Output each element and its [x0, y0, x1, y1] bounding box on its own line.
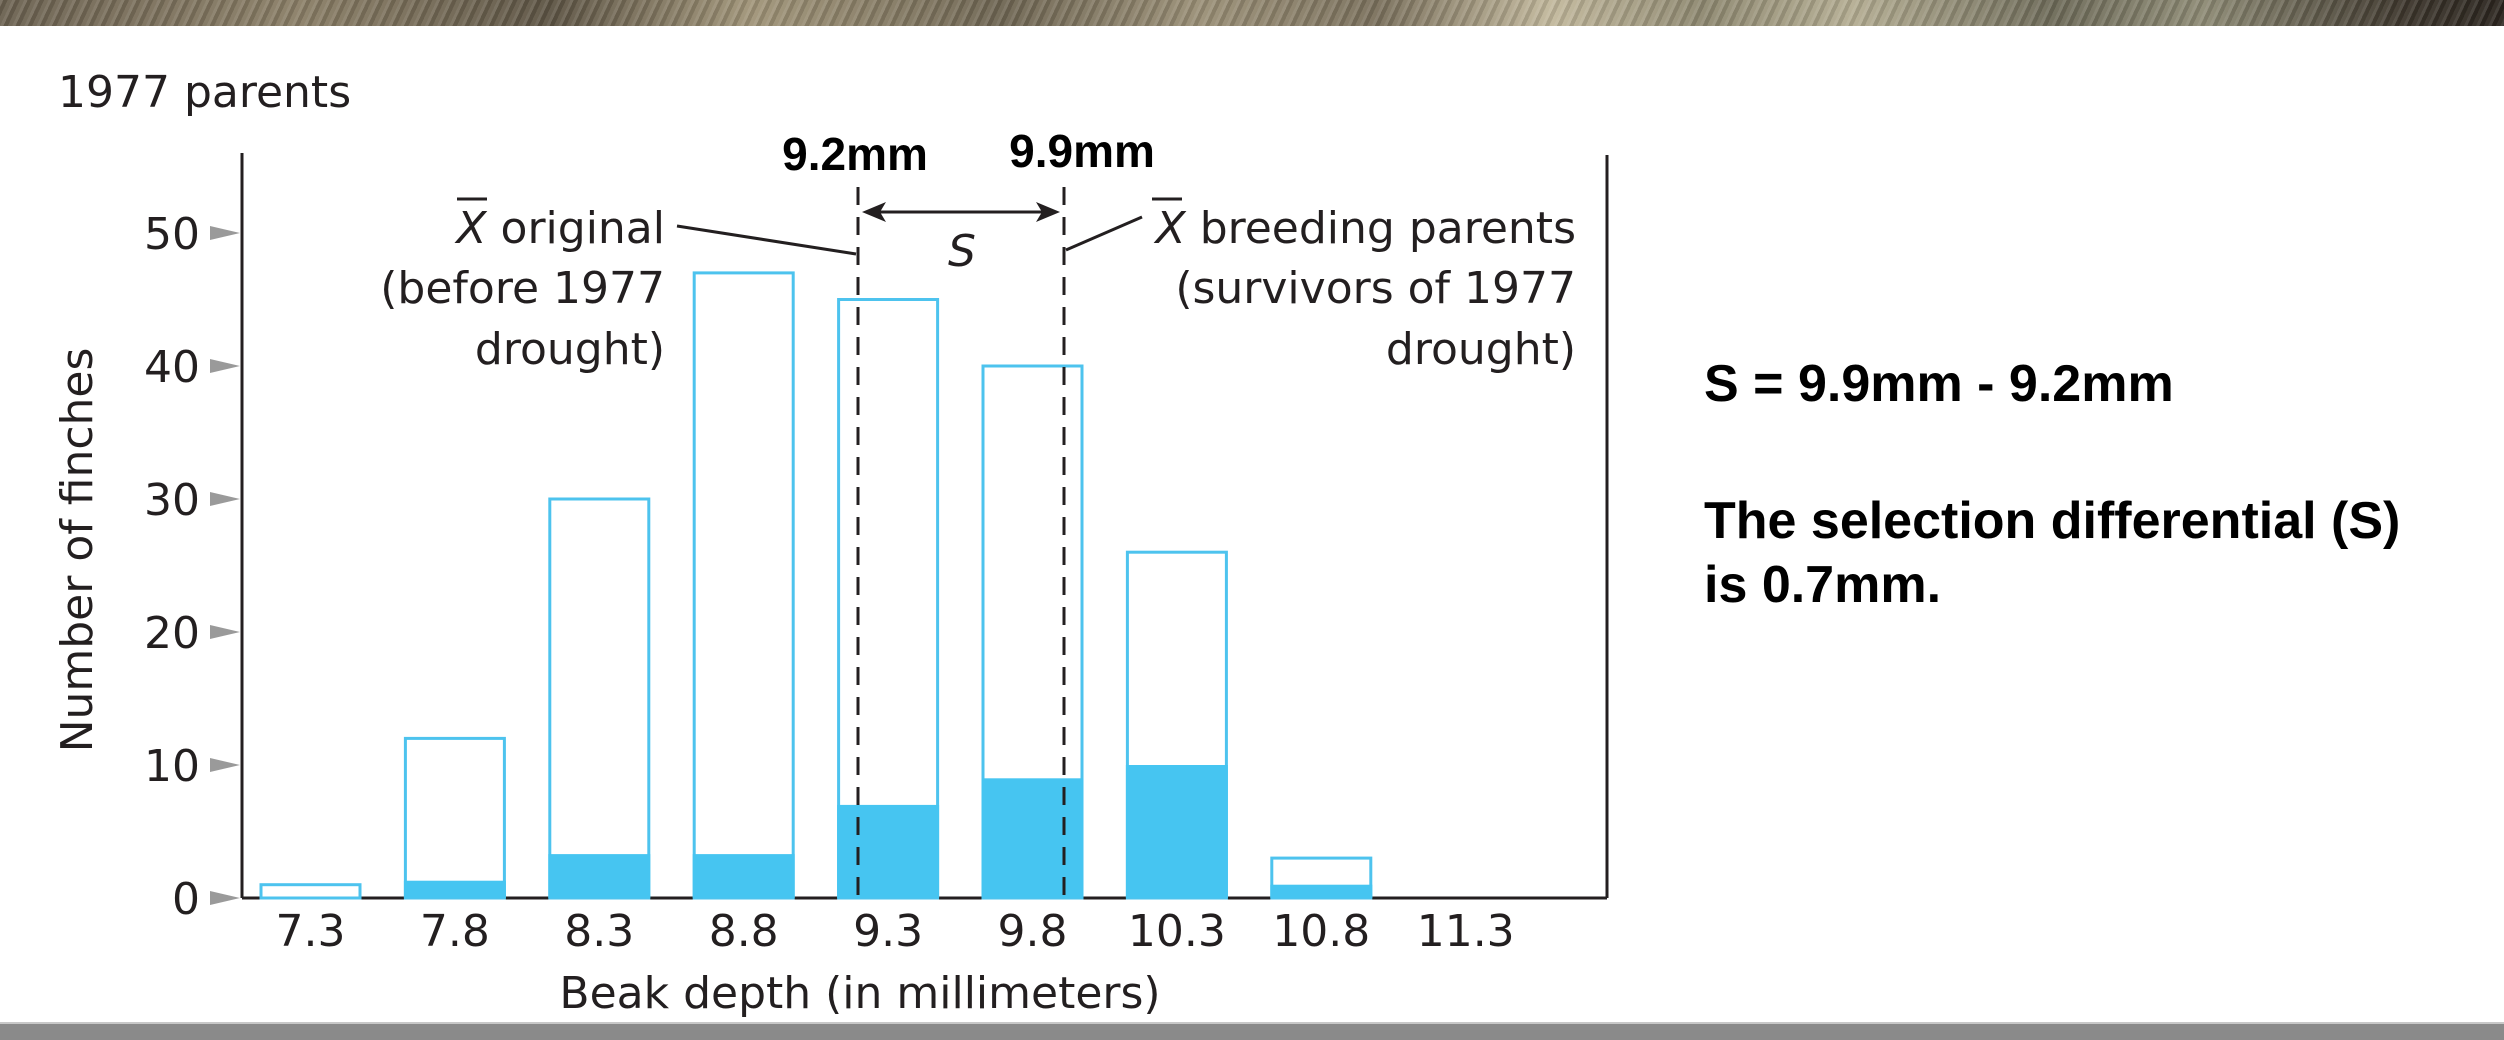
annotation-parents-mean: X breeding parents (survivors of 1977 dr…	[1152, 197, 1576, 375]
svg-text:X breeding parents: X breeding parents	[1154, 203, 1576, 254]
bar-parents-8.3	[548, 854, 651, 898]
leader-line-parents	[1065, 215, 1143, 252]
footer-bar	[0, 1022, 2504, 1040]
background-photo-strip	[0, 0, 2504, 26]
y-axis-title: Number of finches	[52, 348, 103, 753]
bar-parents-9.8	[981, 778, 1084, 898]
selection-differential-label: S	[948, 226, 976, 277]
x-tick-label: 8.3	[564, 906, 634, 957]
svg-text:drought): drought)	[475, 324, 665, 375]
y-tick-label: 50	[144, 209, 200, 260]
mean-original-value: 9.2mm	[782, 128, 928, 180]
arrow-left-icon	[862, 202, 886, 222]
svg-text:(before 1977: (before 1977	[380, 263, 665, 314]
conclusion-line-2: is 0.7mm.	[1704, 556, 1942, 614]
x-tick-label: 9.8	[998, 906, 1068, 957]
arrow-right-icon	[1036, 202, 1060, 222]
tick-marker-icon	[210, 359, 240, 373]
tick-marker-icon	[210, 226, 240, 240]
x-tick-label: 8.8	[709, 906, 779, 957]
bar-parents-10.8	[1270, 884, 1373, 898]
tick-marker-icon	[210, 492, 240, 506]
x-tick-label: 10.3	[1128, 906, 1226, 957]
y-tick-label: 20	[144, 608, 200, 659]
x-ticks: 7.3 7.8 8.3 8.8 9.3 9.8 10.3 10.8 11.3	[276, 906, 1515, 957]
x-tick-label: 7.8	[420, 906, 490, 957]
formula-text: S = 9.9mm - 9.2mm	[1704, 355, 2174, 413]
svg-text:(survivors of 1977: (survivors of 1977	[1175, 263, 1576, 314]
conclusion-line-1: The selection differential (S)	[1704, 492, 2401, 550]
chart-title: 1977 parents	[58, 67, 351, 118]
tick-marker-icon	[210, 891, 240, 905]
x-tick-label: 9.3	[853, 906, 923, 957]
mean-parents-value: 9.9mm	[1009, 125, 1155, 177]
annotation-original-mean: X original (before 1977 drought)	[380, 197, 665, 375]
x-tick-label: 11.3	[1417, 906, 1515, 957]
leader-line-original	[676, 224, 857, 256]
y-tick-label: 40	[144, 342, 200, 393]
bar-parents-10.3	[1125, 765, 1228, 898]
y-tick-label: 0	[172, 874, 200, 925]
y-tick-label: 10	[144, 741, 200, 792]
bar-original-7.3	[259, 883, 362, 900]
x-tick-label: 7.3	[276, 906, 346, 957]
svg-text:X original: X original	[454, 203, 665, 254]
xbar-symbol: X	[454, 203, 487, 254]
bar-original-8.8	[692, 271, 795, 900]
bar-parents-9.3	[837, 804, 940, 898]
bar-original-7.8	[403, 736, 506, 900]
y-tick-label: 30	[144, 475, 200, 526]
svg-text:drought): drought)	[1386, 324, 1576, 375]
bars	[259, 271, 1373, 900]
selection-differential-arrow	[862, 202, 1060, 222]
tick-marker-icon	[210, 625, 240, 639]
bar-original-8.3	[548, 497, 651, 900]
tick-marker-icon	[210, 758, 240, 772]
x-tick-label: 10.8	[1272, 906, 1370, 957]
x-axis-title: Beak depth (in millimeters)	[559, 968, 1160, 1019]
bar-parents-8.8	[692, 854, 795, 898]
bar-parents-7.8	[403, 880, 506, 898]
y-ticks: 0 10 20 30 40 50	[144, 209, 240, 925]
xbar-symbol: X	[1154, 203, 1187, 254]
